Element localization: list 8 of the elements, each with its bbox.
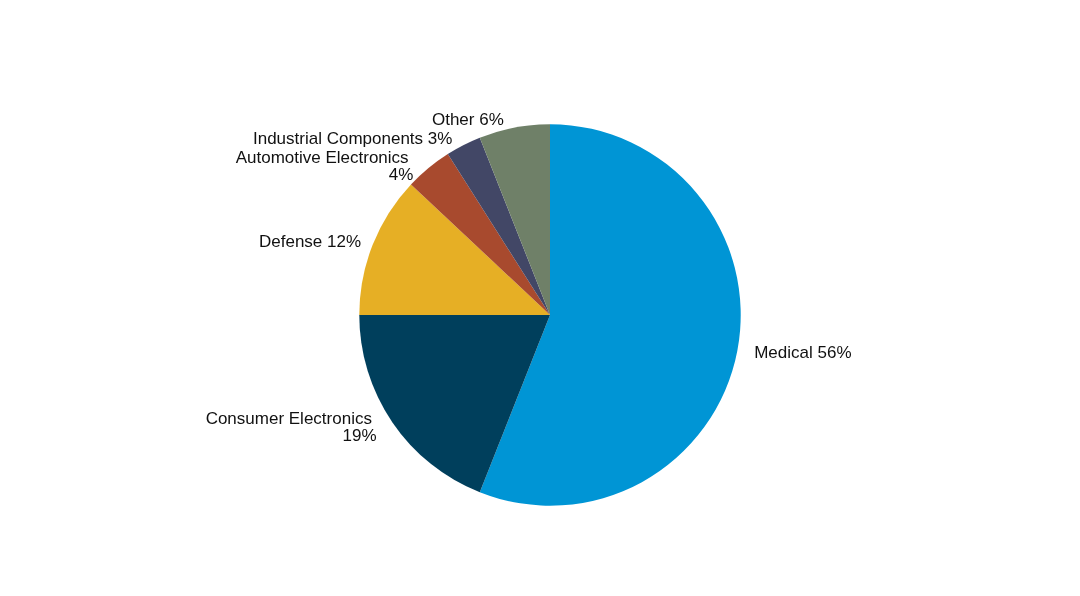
slice-label: Medical 56% — [754, 342, 852, 362]
slice-label: Industrial Components 3% — [252, 129, 453, 149]
slice-label: Other 6% — [431, 110, 504, 130]
data-label: 19% — [342, 425, 377, 445]
slice-label: Consumer Electronics — [205, 408, 377, 428]
slice-label: Automotive Electronics — [235, 148, 414, 168]
slice-label: Defense 12% — [259, 232, 362, 252]
data-label: 4% — [388, 165, 414, 185]
